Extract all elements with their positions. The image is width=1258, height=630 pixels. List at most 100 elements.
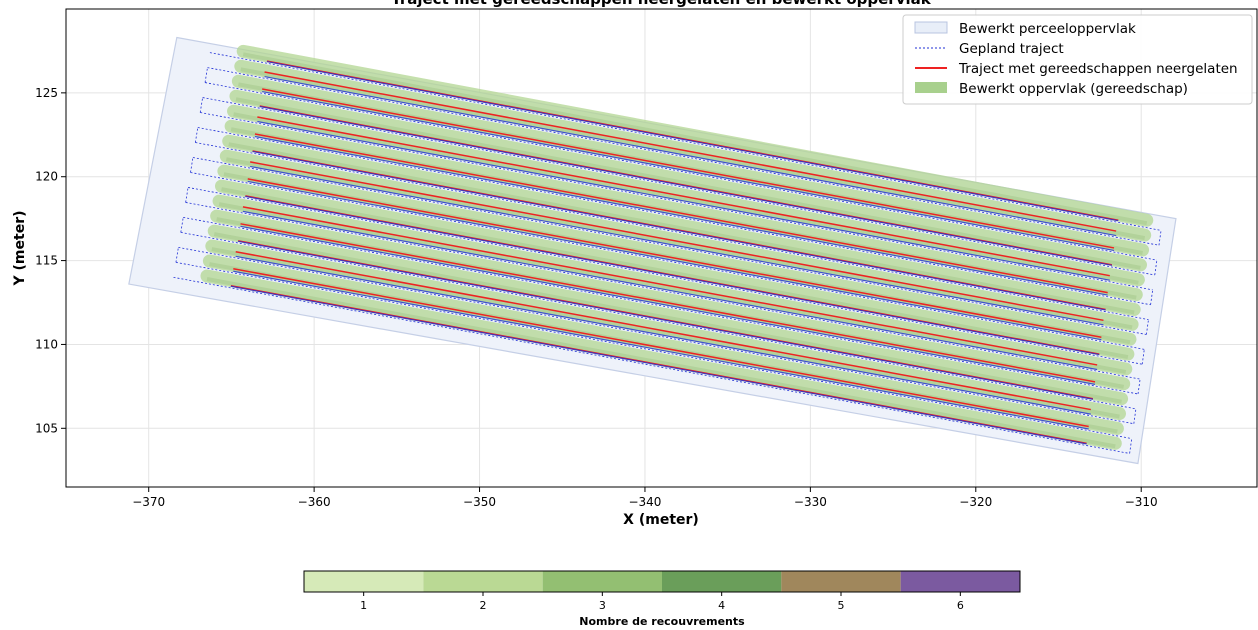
planned-pass <box>209 52 1162 231</box>
tool-band <box>217 164 1137 346</box>
y-tick-label: 125 <box>35 86 58 100</box>
tool-down-pass <box>264 71 1117 232</box>
planned-connector <box>1145 319 1149 335</box>
planned-connector <box>1129 438 1133 454</box>
planned-connector <box>1154 260 1158 276</box>
overlap-band <box>218 202 1127 374</box>
planned-pass-overlay <box>250 165 1104 326</box>
tool-down-pass <box>240 223 1096 383</box>
planned-connector <box>1133 408 1137 424</box>
plot-area <box>128 36 1177 465</box>
planned-connector <box>1141 349 1145 365</box>
tool-band <box>224 119 1143 302</box>
tool-band <box>202 254 1124 435</box>
legend-label: Bewerkt perceeloppervlak <box>959 21 1136 37</box>
tool-down-pass <box>242 206 1098 366</box>
colorbar: 1 2 3 4 5 6 Nombre de recouvrements <box>303 570 1021 628</box>
x-tick-label: −350 <box>463 495 496 509</box>
legend-item: Bewerkt perceeloppervlak <box>914 21 1136 37</box>
plot-frame <box>65 8 1258 488</box>
planned-pass-overlay <box>230 285 1087 445</box>
y-tick-label: 105 <box>35 421 58 435</box>
planned-pass <box>185 202 1141 380</box>
x-axis: −370 −360 −350 −340 −330 −320 −310 <box>132 487 1158 509</box>
x-tick: −350 <box>463 487 496 509</box>
y-tick-label: 120 <box>35 170 58 184</box>
x-tick: −370 <box>132 487 165 509</box>
tool-down-route <box>230 60 1119 445</box>
overlap-band <box>206 277 1116 449</box>
y-tick: 110 <box>35 337 66 351</box>
x-tick-label: −310 <box>1125 495 1158 509</box>
tool-band <box>200 269 1122 450</box>
planned-connector <box>204 67 208 83</box>
y-tick-label: 115 <box>35 254 58 268</box>
x-tick: −340 <box>628 487 661 509</box>
tool-band <box>207 224 1129 406</box>
planned-pass <box>175 261 1132 439</box>
legend-item: Gepland traject <box>915 41 1064 57</box>
planned-pass <box>195 142 1149 321</box>
tool-down-pass <box>233 268 1089 428</box>
planned-pass <box>207 67 1160 246</box>
tool-band <box>210 209 1131 391</box>
planned-pass-overlay <box>252 150 1106 311</box>
colorbar-segment <box>304 571 424 592</box>
colorbar-segment <box>542 571 662 592</box>
colorbar-tick-label: 3 <box>599 599 606 612</box>
tool-band <box>234 59 1152 242</box>
x-tick: −360 <box>298 487 331 509</box>
colorbar-segment <box>662 571 782 592</box>
planned-pass-overlay <box>259 105 1113 266</box>
y-tick-label: 110 <box>35 337 58 351</box>
colorbar-segment <box>781 571 901 592</box>
y-tick: 125 <box>35 86 66 100</box>
planned-pass-overlay <box>257 120 1110 281</box>
y-tick: 115 <box>35 254 66 268</box>
tool-band <box>236 44 1154 227</box>
planned-pass <box>180 232 1136 410</box>
x-tick-label: −370 <box>132 495 165 509</box>
x-tick: −320 <box>959 487 992 509</box>
y-axis: 105 110 115 120 125 <box>35 86 66 435</box>
overlap-band <box>211 247 1120 419</box>
legend: Bewerkt perceeloppervlak Gepland traject T… <box>902 14 1253 105</box>
legend-item: Traject met gereedschappen neergelaten <box>915 61 1238 77</box>
tool-down-pass <box>262 88 1115 249</box>
overlap-band <box>242 52 1148 226</box>
planned-connector <box>185 187 189 203</box>
colorbar-segment <box>423 571 543 592</box>
tool-down-pass <box>247 178 1102 338</box>
tool-band <box>231 74 1150 257</box>
tool-band <box>219 149 1139 331</box>
legend-label: Traject met gereedschappen neergelaten <box>958 61 1238 77</box>
tool-down-pass <box>257 116 1110 277</box>
tool-band <box>229 89 1147 272</box>
planned-pass <box>202 97 1155 276</box>
planned-connector <box>1158 230 1162 246</box>
tool-down-pass <box>235 251 1091 411</box>
tool-band <box>214 179 1135 361</box>
x-tick-label: −360 <box>298 495 331 509</box>
legend-item: Bewerkt oppervlak (gereedschap) <box>915 81 1188 97</box>
planned-pass <box>178 246 1134 425</box>
planned-pass <box>204 82 1157 261</box>
planned-connector <box>1150 289 1154 305</box>
colorbar-tick-label: 4 <box>718 599 725 612</box>
planned-pass-overlay <box>247 180 1102 341</box>
planned-connector <box>194 127 199 143</box>
tool-band <box>222 134 1141 316</box>
treated-area <box>200 44 1154 450</box>
legend-label: Bewerkt oppervlak (gereedschap) <box>959 81 1188 97</box>
y-tick: 120 <box>35 170 66 184</box>
legend-box <box>902 14 1253 105</box>
x-axis-label: X (meter) <box>623 512 699 528</box>
tool-down-pass <box>250 161 1104 322</box>
overlap-band <box>233 112 1139 285</box>
legend-label: Gepland traject <box>959 41 1064 57</box>
x-tick-label: −320 <box>959 495 992 509</box>
planned-pass <box>200 112 1153 291</box>
planned-pass-overlay <box>254 135 1108 296</box>
x-tick: −330 <box>794 487 827 509</box>
planned-pass-overlay <box>266 61 1119 222</box>
